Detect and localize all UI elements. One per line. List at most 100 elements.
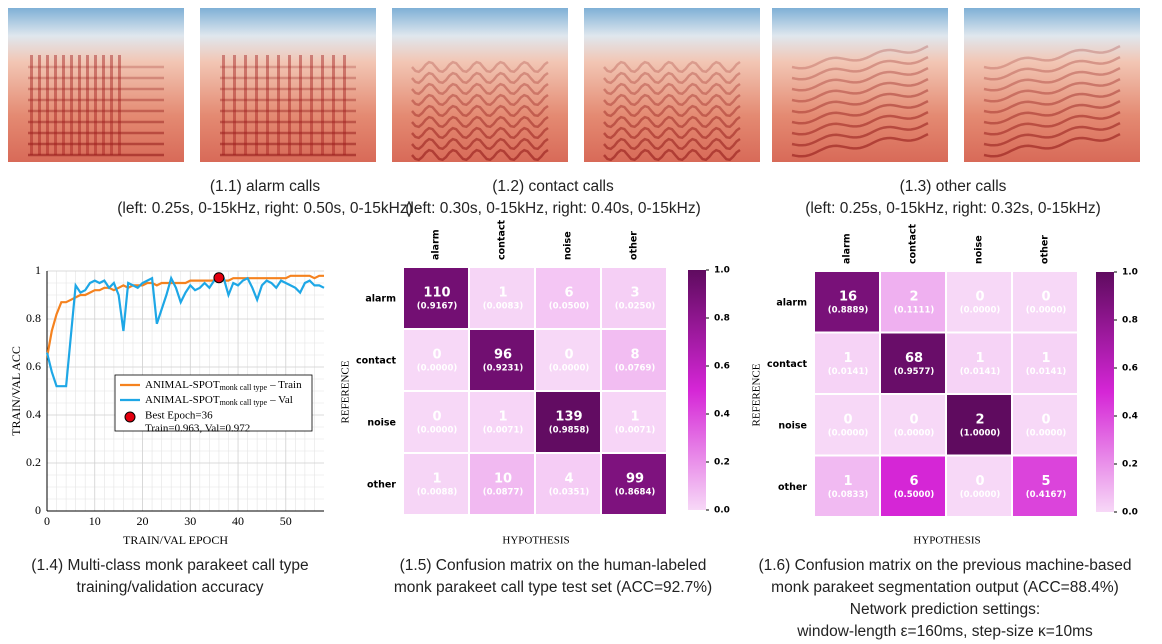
cell-rate: (0.9858)	[549, 426, 590, 436]
cell-count: 0	[432, 410, 441, 425]
x-tick-label: 30	[184, 514, 196, 528]
row-label: other	[367, 480, 396, 491]
legend-subscript: monk call type	[220, 383, 268, 392]
pulse	[30, 55, 33, 155]
spectrogram-bg	[964, 8, 1140, 162]
column-label: contact	[908, 223, 919, 264]
y-axis-label: REFERENCE	[751, 363, 763, 426]
pulse	[110, 55, 113, 155]
caption: (left: 0.25s, 0-15kHz, right: 0.32s, 0-1…	[805, 200, 1100, 217]
cell-rate: (0.9231)	[483, 364, 524, 374]
cell-rate: (0.0071)	[483, 426, 524, 436]
legend-suffix: – Val	[269, 394, 293, 406]
cell-rate: (1.0000)	[960, 428, 1001, 438]
spectrogram	[392, 8, 568, 162]
caption: monk parakeet segmentation output (ACC=8…	[771, 579, 1119, 596]
best-epoch-label: Best Epoch=36	[145, 410, 213, 422]
cell-count: 2	[975, 412, 984, 427]
cell-count: 0	[1041, 412, 1050, 427]
cell-rate: (0.4167)	[1026, 490, 1067, 500]
cell-count: 99	[626, 472, 644, 487]
column-label: noise	[563, 231, 574, 260]
pulse	[310, 55, 313, 155]
y-tick-label: 1	[35, 263, 41, 277]
cell-count: 16	[839, 289, 857, 304]
caption: (1.6) Confusion matrix on the previous m…	[758, 557, 1131, 574]
caption: (left: 0.25s, 0-15kHz, right: 0.50s, 0-1…	[117, 200, 412, 217]
cell-rate: (0.0000)	[417, 364, 458, 374]
cell-count: 1	[432, 472, 441, 487]
cell-count: 0	[975, 474, 984, 489]
y-tick-label: 0.2	[26, 455, 41, 469]
colorbar	[1096, 272, 1114, 512]
pulse	[255, 55, 258, 155]
column-label: alarm	[842, 233, 853, 264]
pulse	[94, 55, 97, 155]
cell-count: 2	[909, 289, 918, 304]
spectrogram	[584, 8, 760, 162]
cell-rate: (0.1111)	[894, 305, 935, 315]
pulse	[118, 55, 121, 155]
row-label: alarm	[776, 297, 807, 308]
cell-count: 3	[630, 286, 639, 301]
cell-rate: (0.0083)	[483, 302, 524, 312]
best-epoch-label: Train=0.963, Val=0.972	[145, 423, 250, 435]
pulse	[38, 55, 41, 155]
row-label: noise	[367, 418, 396, 429]
x-tick-label: 20	[137, 514, 149, 528]
pulse	[70, 55, 73, 155]
colorbar-tick-label: 0.2	[714, 458, 730, 468]
pulse	[102, 55, 105, 155]
cell-count: 0	[909, 412, 918, 427]
cell-count: 110	[423, 286, 450, 301]
pulse	[277, 55, 280, 155]
colorbar-tick-label: 0.4	[714, 410, 730, 420]
row-label: alarm	[365, 294, 396, 305]
cell-count: 10	[494, 472, 512, 487]
cell-rate: (0.0000)	[1026, 305, 1067, 315]
pulse	[233, 55, 236, 155]
column-label: other	[629, 231, 640, 260]
x-tick-label: 0	[44, 514, 50, 528]
cell-rate: (0.0071)	[615, 426, 656, 436]
legend-name: ANIMAL-SPOT	[145, 379, 220, 391]
cell-rate: (0.0000)	[960, 490, 1001, 500]
pulse	[78, 55, 81, 155]
x-tick-label: 10	[89, 514, 101, 528]
cell-count: 0	[432, 348, 441, 363]
cell-rate: (0.0000)	[894, 428, 935, 438]
cell-rate: (0.0769)	[615, 364, 656, 374]
pulse	[332, 55, 335, 155]
x-tick-label: 40	[232, 514, 244, 528]
spectrogram	[8, 8, 184, 162]
spectrogram	[772, 8, 948, 162]
caption: (left: 0.30s, 0-15kHz, right: 0.40s, 0-1…	[405, 200, 700, 217]
cell-count: 139	[555, 410, 582, 425]
colorbar-tick-label: 0.6	[1122, 364, 1138, 374]
cell-count: 0	[1041, 289, 1050, 304]
cell-count: 1	[498, 410, 507, 425]
cell-rate: (0.0088)	[417, 488, 458, 498]
cell-count: 1	[843, 474, 852, 489]
caption: window-length ε=160ms, step-size κ=10ms	[796, 623, 1093, 640]
pulse	[288, 55, 291, 155]
pulse	[86, 55, 89, 155]
caption: Network prediction settings:	[850, 601, 1040, 618]
pulse	[343, 55, 346, 155]
colorbar-tick-label: 0.0	[714, 506, 730, 516]
caption: (1.4) Multi-class monk parakeet call typ…	[31, 557, 308, 574]
y-tick-label: 0.6	[26, 359, 41, 373]
x-tick-label: 50	[280, 514, 292, 528]
cell-count: 0	[975, 289, 984, 304]
caption: (1.2) contact calls	[492, 178, 614, 195]
caption: (1.3) other calls	[900, 178, 1007, 195]
cell-rate: (0.9167)	[417, 302, 458, 312]
best-epoch-marker	[214, 273, 224, 283]
cell-count: 6	[564, 286, 573, 301]
pulse	[46, 55, 49, 155]
cell-count: 6	[909, 474, 918, 489]
y-tick-label: 0.4	[26, 407, 41, 421]
cell-count: 1	[843, 351, 852, 366]
caption: training/validation accuracy	[77, 579, 264, 596]
x-axis-label: HYPOTHESIS	[913, 535, 980, 547]
